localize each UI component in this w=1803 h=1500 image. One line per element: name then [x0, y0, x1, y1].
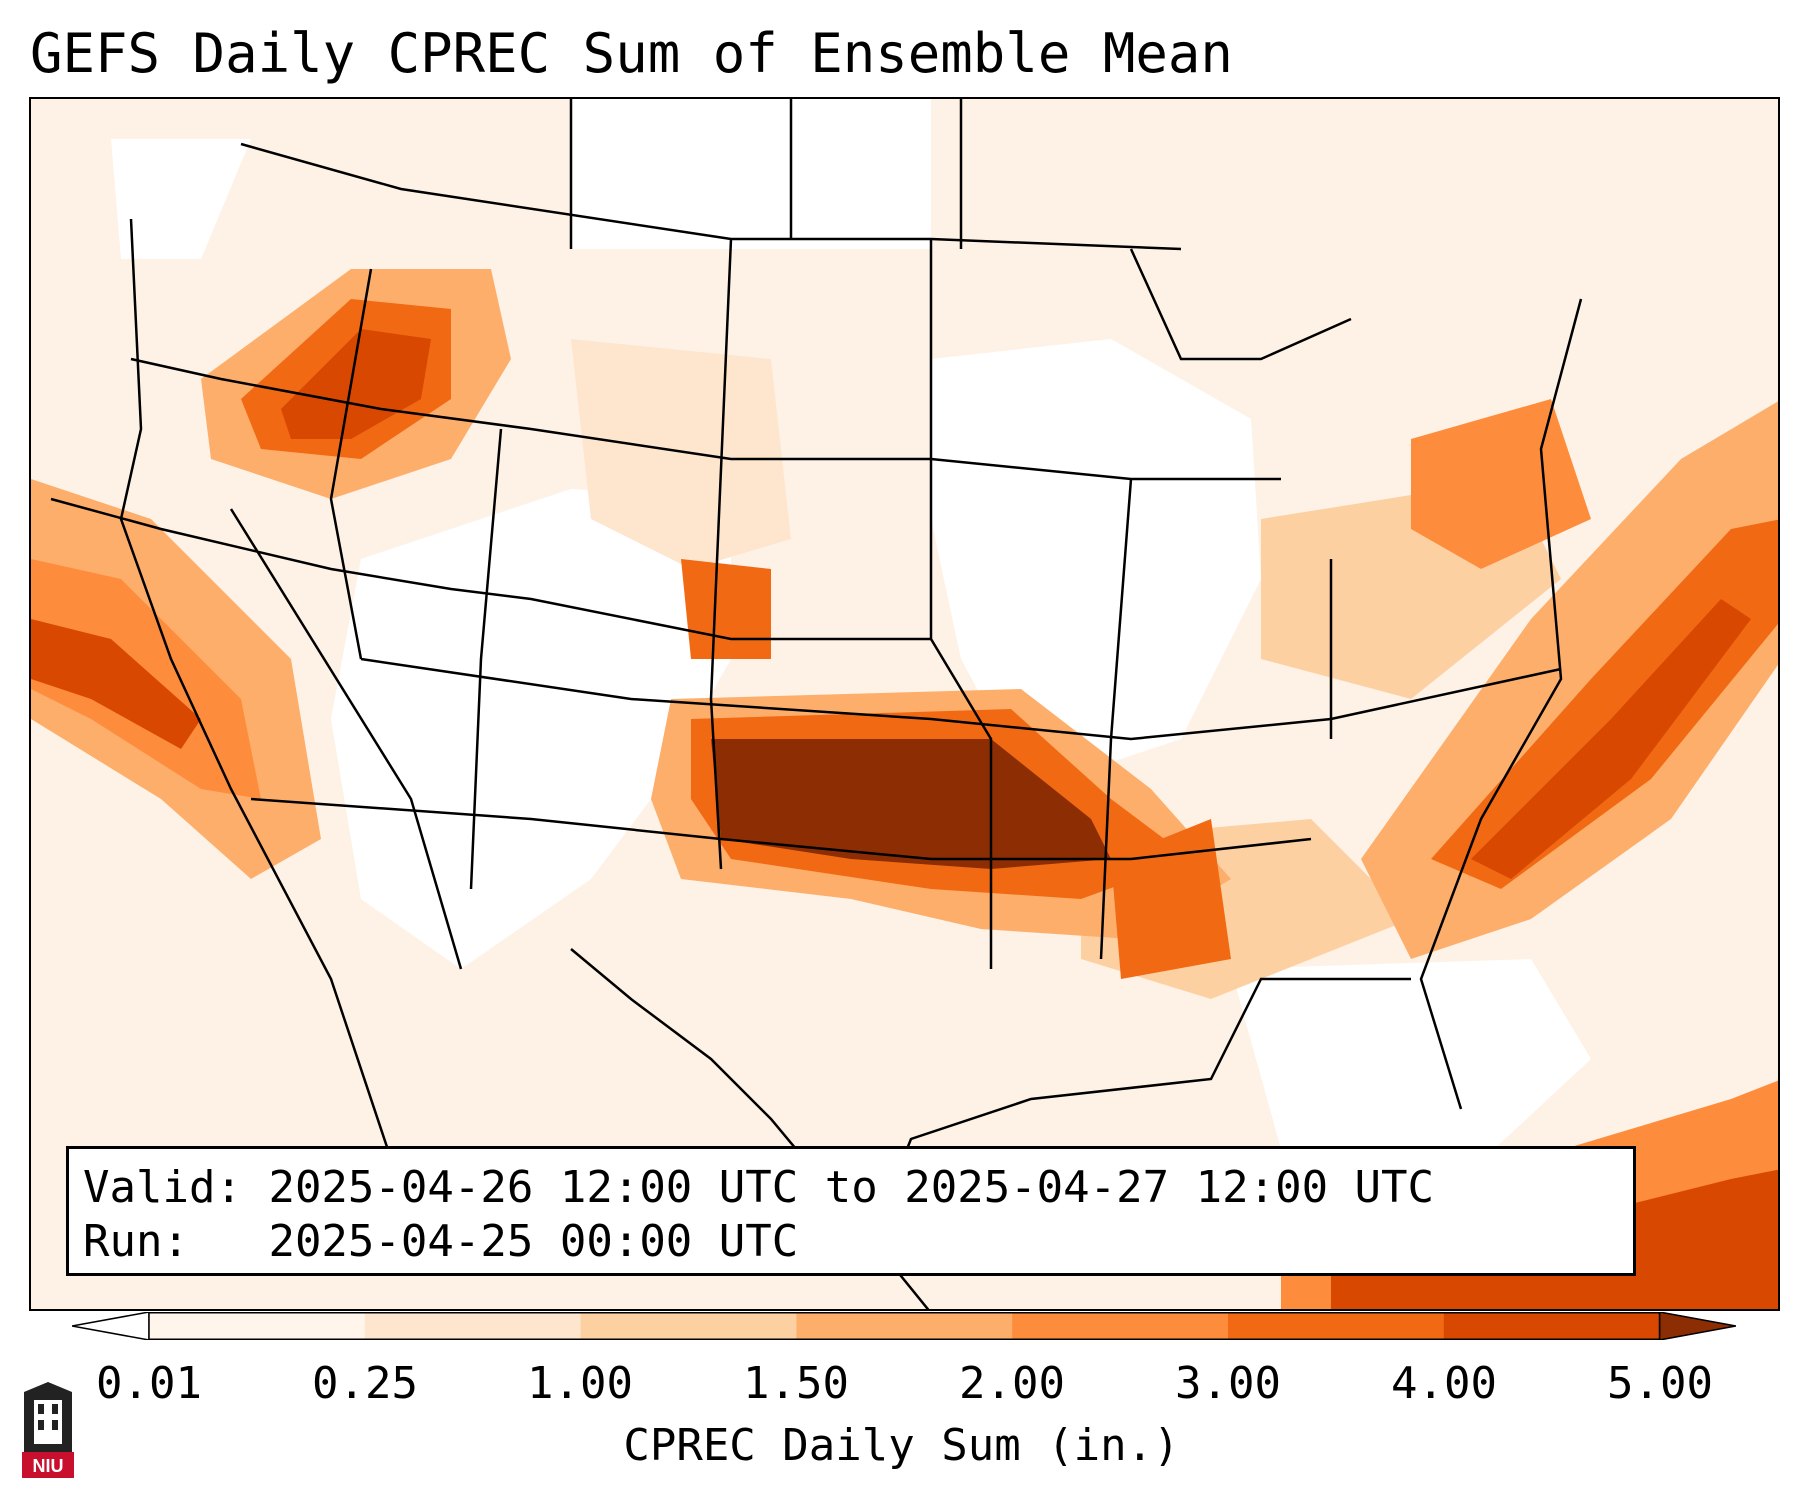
dry-regions	[111, 99, 1591, 1189]
colorbar-tick-label: 3.00	[1175, 1358, 1281, 1409]
colorbar-segment	[580, 1312, 797, 1340]
logo-text: NIU	[33, 1456, 64, 1476]
boundaries	[50, 99, 1583, 1309]
colorbar	[72, 1312, 1736, 1340]
pnw-band	[201, 269, 511, 499]
colorbar-segment	[796, 1312, 1013, 1340]
california-band	[31, 479, 321, 879]
colorbar-segment	[149, 1312, 366, 1340]
colorbar-extend-high	[1658, 1312, 1736, 1340]
run-value: 2025-04-25 00:00 UTC	[268, 1216, 799, 1267]
valid-run-info-box: Valid: 2025-04-26 12:00 UTC to 2025-04-2…	[66, 1146, 1636, 1276]
colorbar-label: CPREC Daily Sum (in.)	[623, 1420, 1180, 1471]
run-label: Run:	[83, 1216, 189, 1267]
precip-map	[29, 97, 1780, 1311]
colorbar-segment	[364, 1312, 582, 1340]
colorbar-segment	[1228, 1312, 1445, 1340]
map-canvas	[31, 99, 1778, 1309]
colorbar-tick-label: 4.00	[1391, 1358, 1497, 1409]
map-title: GEFS Daily CPREC Sum of Ensemble Mean	[30, 22, 1233, 85]
colorbar-extend-low	[72, 1312, 150, 1340]
colorbar-outline	[148, 1312, 1661, 1340]
colorbar-segment	[1012, 1312, 1229, 1340]
colorbar-segment	[1443, 1312, 1661, 1340]
valid-label: Valid:	[83, 1162, 242, 1213]
southeast-band	[1361, 399, 1778, 959]
colorbar-tick-label: 1.00	[527, 1358, 633, 1409]
colorbar-tick-label: 5.00	[1607, 1358, 1713, 1409]
southern-plains	[651, 559, 1231, 939]
colorbar-tick-label: 2.00	[959, 1358, 1065, 1409]
colorbar-tick-label: 0.01	[96, 1358, 202, 1409]
niu-logo: NIU	[22, 1382, 74, 1478]
colorbar-tick-label: 1.50	[743, 1358, 849, 1409]
colorbar-tick-label: 0.25	[312, 1358, 418, 1409]
valid-value: 2025-04-26 12:00 UTC to 2025-04-27 12:00…	[268, 1162, 1435, 1213]
